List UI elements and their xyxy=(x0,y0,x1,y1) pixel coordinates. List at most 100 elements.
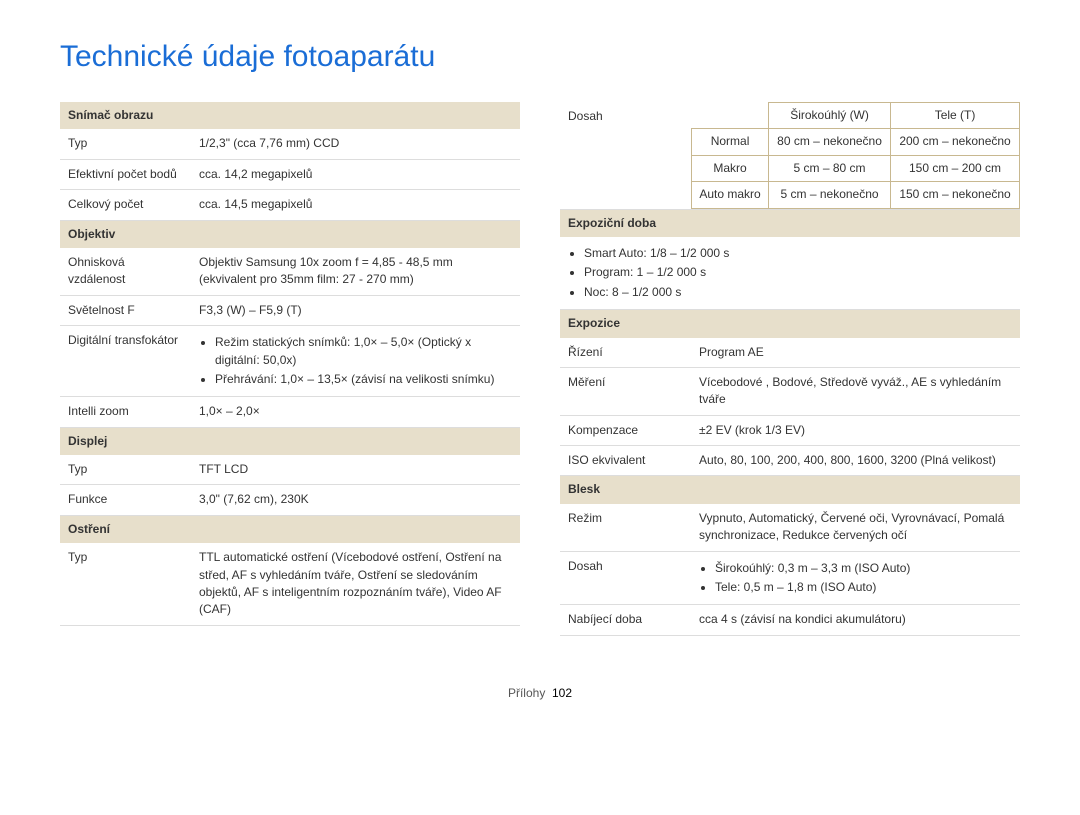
spec-value: Vypnuto, Automatický, Červené oči, Vyrov… xyxy=(691,504,1020,551)
spec-value: Vícebodové , Bodové, Středově vyváž., AE… xyxy=(691,367,1020,415)
spec-value: Objektiv Samsung 10x zoom f = 4,85 - 48,… xyxy=(191,248,520,295)
table-row: Smart Auto: 1/8 – 1/2 000 s Program: 1 –… xyxy=(560,237,1020,310)
section-header: Objektiv xyxy=(60,220,520,248)
spec-label: Funkce xyxy=(60,485,191,515)
spec-label: Ohnisková vzdálenost xyxy=(60,248,191,295)
page: Technické údaje fotoaparátu Snímač obraz… xyxy=(0,0,1080,720)
table-row: Širokoúhlý (W) Tele (T) xyxy=(692,103,1020,129)
footer-page-number: 102 xyxy=(552,686,572,700)
table-row: MěřeníVícebodové , Bodové, Středově vyvá… xyxy=(560,367,1020,415)
spec-value: Širokoúhlý (W) Tele (T) Normal 80 cm – n… xyxy=(691,102,1020,209)
spec-label: Světelnost F xyxy=(60,295,191,325)
table-row: ŘízeníProgram AE xyxy=(560,338,1020,368)
spec-label: Typ xyxy=(60,129,191,159)
spec-label: Celkový počet xyxy=(60,190,191,220)
section-label: Expoziční doba xyxy=(560,209,1020,237)
spec-label: Dosah xyxy=(560,102,691,209)
table-row: Světelnost FF3,3 (W) – F5,9 (T) xyxy=(60,295,520,325)
list-item: Noc: 8 – 1/2 000 s xyxy=(584,284,1012,301)
spec-label: Typ xyxy=(60,543,191,625)
spec-label: Efektivní počet bodů xyxy=(60,159,191,189)
table-row: Nabíjecí dobacca 4 s (závisí na kondici … xyxy=(560,605,1020,635)
spec-label: ISO ekvivalent xyxy=(560,446,691,476)
spec-value: Auto, 80, 100, 200, 400, 800, 1600, 3200… xyxy=(691,446,1020,476)
table-row: Digitální transfokátor Režim statických … xyxy=(60,326,520,397)
section-label: Expozice xyxy=(560,310,1020,338)
section-header: Displej xyxy=(60,427,520,455)
table-row: Celkový početcca. 14,5 megapixelů xyxy=(60,190,520,220)
range-value: 80 cm – nekonečno xyxy=(769,129,891,155)
table-row: Typ1/2,3" (cca 7,76 mm) CCD xyxy=(60,129,520,159)
range-col-t: Tele (T) xyxy=(891,103,1020,129)
columns: Snímač obrazu Typ1/2,3" (cca 7,76 mm) CC… xyxy=(60,102,1020,636)
spec-label: Nabíjecí doba xyxy=(560,605,691,635)
section-header: Expoziční doba xyxy=(560,209,1020,237)
spec-label: Kompenzace xyxy=(560,415,691,445)
table-row: Kompenzace±2 EV (krok 1/3 EV) xyxy=(560,415,1020,445)
spec-value: Širokoúhlý: 0,3 m – 3,3 m (ISO Auto) Tel… xyxy=(691,551,1020,605)
section-header: Expozice xyxy=(560,310,1020,338)
table-row: Intelli zoom1,0× – 2,0× xyxy=(60,397,520,427)
page-title: Technické údaje fotoaparátu xyxy=(60,40,1020,74)
right-column: Dosah Širokoúhlý (W) Tele (T) Normal 80 … xyxy=(560,102,1020,636)
spec-value: TTL automatické ostření (Vícebodové ostř… xyxy=(191,543,520,625)
spec-label: Digitální transfokátor xyxy=(60,326,191,397)
section-header: Blesk xyxy=(560,476,1020,504)
table-row: Dosah Širokoúhlý (W) Tele (T) Normal 80 … xyxy=(560,102,1020,209)
section-header: Ostření xyxy=(60,515,520,543)
footer-label: Přílohy xyxy=(508,686,545,700)
range-value: 5 cm – nekonečno xyxy=(769,182,891,208)
spec-label: Dosah xyxy=(560,551,691,605)
table-row: TypTTL automatické ostření (Vícebodové o… xyxy=(60,543,520,625)
list-item: Širokoúhlý: 0,3 m – 3,3 m (ISO Auto) xyxy=(715,560,1012,577)
table-row: Dosah Širokoúhlý: 0,3 m – 3,3 m (ISO Aut… xyxy=(560,551,1020,605)
spec-value: Program AE xyxy=(691,338,1020,368)
range-empty xyxy=(692,103,769,129)
spec-value: Smart Auto: 1/8 – 1/2 000 s Program: 1 –… xyxy=(560,237,1020,310)
spec-value: Režim statických snímků: 1,0× – 5,0× (Op… xyxy=(191,326,520,397)
spec-value: F3,3 (W) – F5,9 (T) xyxy=(191,295,520,325)
spec-value: ±2 EV (krok 1/3 EV) xyxy=(691,415,1020,445)
section-label: Objektiv xyxy=(60,220,520,248)
range-value: 150 cm – 200 cm xyxy=(891,155,1020,181)
table-row: RežimVypnuto, Automatický, Červené oči, … xyxy=(560,504,1020,551)
spec-label: Měření xyxy=(560,367,691,415)
range-value: 150 cm – nekonečno xyxy=(891,182,1020,208)
spec-label: Režim xyxy=(560,504,691,551)
spec-value: 1/2,3" (cca 7,76 mm) CCD xyxy=(191,129,520,159)
range-mode: Normal xyxy=(692,129,769,155)
spec-table-right: Dosah Širokoúhlý (W) Tele (T) Normal 80 … xyxy=(560,102,1020,636)
spec-table-left: Snímač obrazu Typ1/2,3" (cca 7,76 mm) CC… xyxy=(60,102,520,626)
list-item: Tele: 0,5 m – 1,8 m (ISO Auto) xyxy=(715,579,1012,596)
page-footer: Přílohy 102 xyxy=(60,686,1020,700)
table-row: Makro 5 cm – 80 cm 150 cm – 200 cm xyxy=(692,155,1020,181)
table-row: Auto makro 5 cm – nekonečno 150 cm – nek… xyxy=(692,182,1020,208)
section-label: Displej xyxy=(60,427,520,455)
left-column: Snímač obrazu Typ1/2,3" (cca 7,76 mm) CC… xyxy=(60,102,520,636)
table-row: Efektivní počet bodůcca. 14,2 megapixelů xyxy=(60,159,520,189)
range-mode: Auto makro xyxy=(692,182,769,208)
spec-value: cca 4 s (závisí na kondici akumulátoru) xyxy=(691,605,1020,635)
section-header: Snímač obrazu xyxy=(60,102,520,129)
range-col-w: Širokoúhlý (W) xyxy=(769,103,891,129)
list-item: Přehrávání: 1,0× – 13,5× (závisí na veli… xyxy=(215,371,512,388)
section-label: Snímač obrazu xyxy=(60,102,520,129)
range-value: 5 cm – 80 cm xyxy=(769,155,891,181)
spec-value: cca. 14,2 megapixelů xyxy=(191,159,520,189)
section-label: Ostření xyxy=(60,515,520,543)
spec-value: cca. 14,5 megapixelů xyxy=(191,190,520,220)
table-row: Funkce3,0" (7,62 cm), 230K xyxy=(60,485,520,515)
spec-label: Typ xyxy=(60,455,191,485)
table-row: TypTFT LCD xyxy=(60,455,520,485)
table-row: ISO ekvivalentAuto, 80, 100, 200, 400, 8… xyxy=(560,446,1020,476)
list-item: Režim statických snímků: 1,0× – 5,0× (Op… xyxy=(215,334,512,369)
section-label: Blesk xyxy=(560,476,1020,504)
range-table: Širokoúhlý (W) Tele (T) Normal 80 cm – n… xyxy=(691,102,1020,209)
range-value: 200 cm – nekonečno xyxy=(891,129,1020,155)
table-row: Normal 80 cm – nekonečno 200 cm – nekone… xyxy=(692,129,1020,155)
list-item: Smart Auto: 1/8 – 1/2 000 s xyxy=(584,245,1012,262)
table-row: Ohnisková vzdálenostObjektiv Samsung 10x… xyxy=(60,248,520,295)
spec-label: Intelli zoom xyxy=(60,397,191,427)
spec-value: 3,0" (7,62 cm), 230K xyxy=(191,485,520,515)
spec-value: TFT LCD xyxy=(191,455,520,485)
